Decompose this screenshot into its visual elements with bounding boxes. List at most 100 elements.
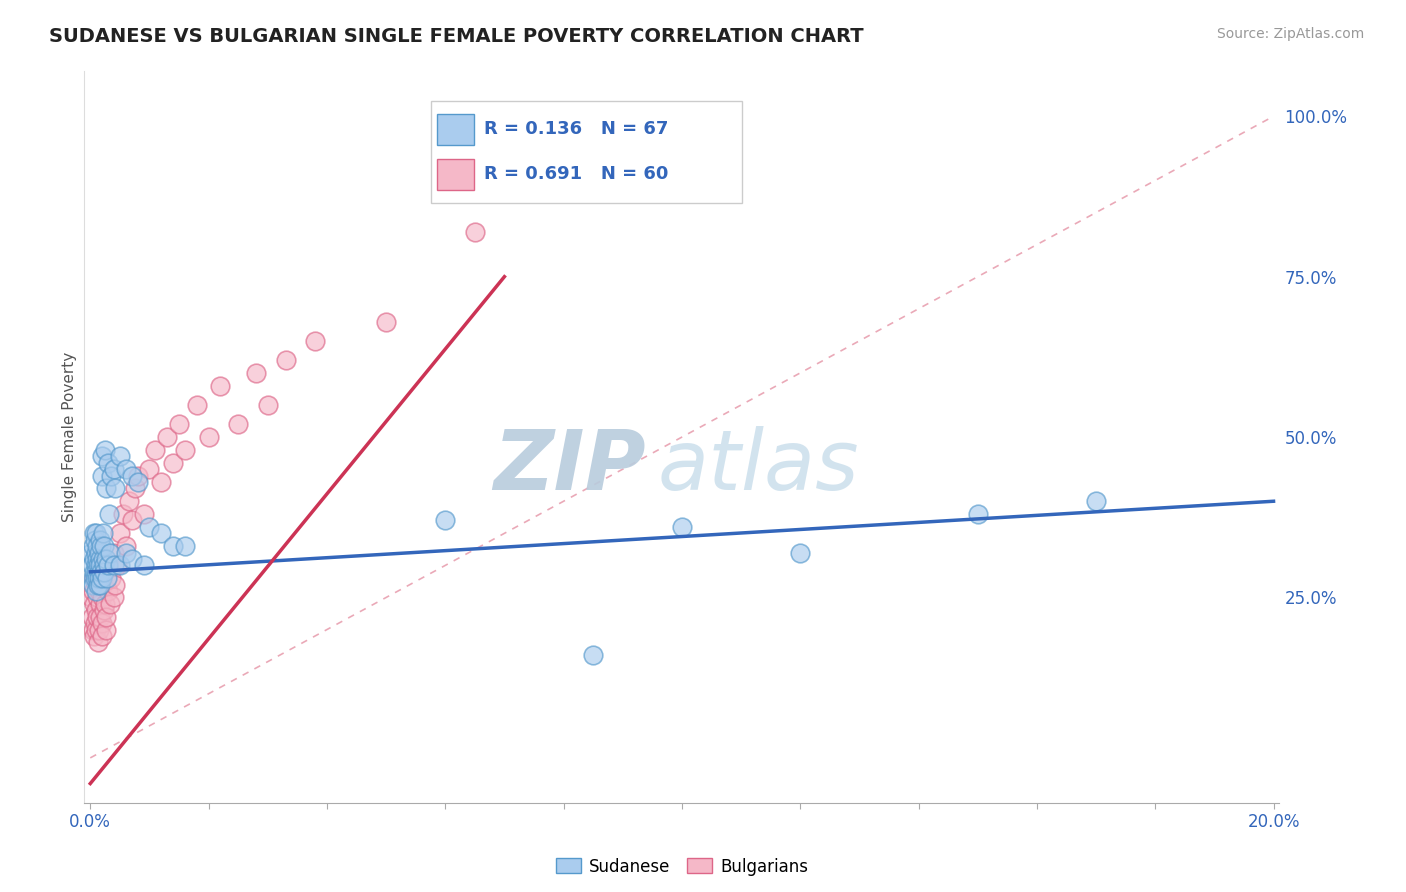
Point [90, 616, 112, 631]
Point [274, 353, 297, 368]
Point [87, 558, 110, 573]
Text: ZIP: ZIP [494, 425, 647, 507]
Point [104, 482, 127, 496]
Point [114, 539, 136, 553]
Point [138, 520, 160, 534]
Point [89, 597, 111, 611]
Point [127, 475, 149, 489]
Point [671, 520, 693, 534]
Point [91, 591, 114, 605]
Point [121, 468, 143, 483]
Text: atlas: atlas [658, 425, 859, 507]
Point [84, 533, 107, 547]
Point [93, 539, 115, 553]
Point [114, 545, 136, 559]
Point [127, 468, 149, 483]
Point [105, 558, 128, 573]
Point [80, 609, 103, 624]
Point [82, 539, 104, 553]
Point [100, 571, 122, 585]
Point [91, 526, 114, 541]
Point [89, 533, 111, 547]
Point [93, 558, 115, 573]
Point [186, 398, 208, 412]
Point [87, 584, 110, 599]
Point [86, 571, 108, 585]
Point [104, 577, 127, 591]
Point [89, 609, 111, 624]
Y-axis label: Single Female Poverty: Single Female Poverty [62, 352, 77, 522]
Point [84, 616, 107, 631]
Point [83, 629, 105, 643]
Point [789, 545, 811, 559]
Point [304, 334, 326, 348]
Point [94, 482, 117, 496]
Point [90, 565, 112, 579]
Point [91, 468, 114, 483]
Point [84, 558, 107, 573]
Point [162, 456, 184, 470]
Point [82, 584, 104, 599]
Point [86, 552, 108, 566]
Point [84, 584, 107, 599]
Point [80, 545, 103, 559]
Point [197, 430, 219, 444]
Point [114, 462, 136, 476]
Point [143, 442, 166, 457]
Point [100, 468, 122, 483]
Point [84, 623, 107, 637]
Point [84, 526, 107, 541]
Point [89, 545, 111, 559]
Point [94, 597, 117, 611]
Point [89, 552, 111, 566]
Point [97, 456, 120, 470]
Point [86, 609, 108, 624]
Point [90, 571, 112, 585]
Point [124, 482, 146, 496]
Point [87, 565, 110, 579]
Point [156, 430, 179, 444]
Point [162, 539, 184, 553]
Point [256, 398, 278, 412]
Point [103, 462, 125, 476]
Legend: Sudanese, Bulgarians: Sudanese, Bulgarians [548, 851, 815, 882]
Point [1085, 494, 1108, 508]
Point [111, 507, 134, 521]
Point [209, 378, 232, 392]
Point [93, 565, 115, 579]
Point [98, 545, 121, 559]
Point [138, 462, 160, 476]
Point [97, 558, 120, 573]
Point [97, 584, 120, 599]
Point [84, 545, 107, 559]
Point [108, 526, 131, 541]
Point [174, 539, 197, 553]
Point [84, 603, 107, 617]
Point [86, 591, 108, 605]
Point [174, 442, 197, 457]
Point [84, 577, 107, 591]
Point [91, 629, 114, 643]
Point [83, 571, 105, 585]
Point [83, 552, 105, 566]
Point [97, 558, 120, 573]
Point [82, 623, 104, 637]
Point [150, 526, 173, 541]
Text: SUDANESE VS BULGARIAN SINGLE FEMALE POVERTY CORRELATION CHART: SUDANESE VS BULGARIAN SINGLE FEMALE POVE… [49, 27, 863, 45]
Point [108, 450, 131, 464]
Point [83, 526, 105, 541]
Point [80, 558, 103, 573]
Point [434, 514, 457, 528]
Point [132, 558, 155, 573]
Point [966, 507, 988, 521]
Point [86, 539, 108, 553]
Point [103, 545, 125, 559]
Point [121, 552, 143, 566]
Point [108, 558, 131, 573]
Point [121, 514, 143, 528]
Point [464, 225, 486, 239]
Point [84, 571, 107, 585]
Point [96, 571, 118, 585]
Point [118, 494, 141, 508]
Point [96, 552, 118, 566]
